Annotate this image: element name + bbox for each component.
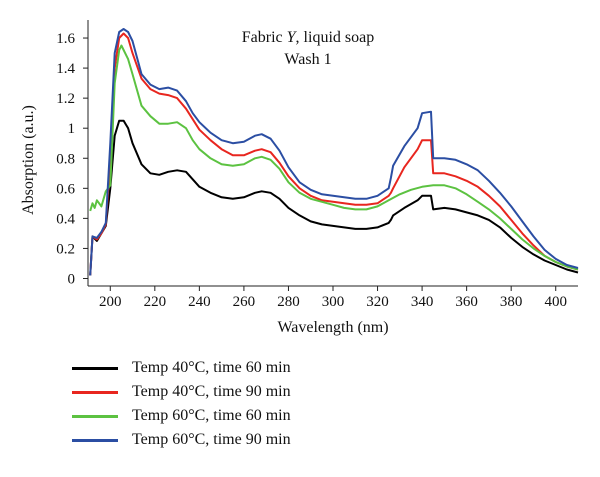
y-tick-label: 1 bbox=[68, 121, 76, 137]
legend-item-4: Temp 60°C, time 90 min bbox=[72, 428, 291, 452]
x-tick-label: 380 bbox=[500, 294, 523, 310]
legend-label: Temp 60°C, time 60 min bbox=[132, 407, 291, 424]
y-tick-label: 1.6 bbox=[56, 31, 75, 47]
legend-label: Temp 40°C, time 60 min bbox=[132, 359, 291, 376]
chart-title-line2: Wash 1 bbox=[284, 51, 331, 68]
legend-item-3: Temp 60°C, time 60 min bbox=[72, 404, 291, 428]
series-layer bbox=[89, 28, 579, 276]
legend-label: Temp 40°C, time 90 min bbox=[132, 383, 291, 400]
series-line-3 bbox=[89, 44, 579, 271]
absorption-chart: 200 220 240 260 280 300 320 340 360 380 400 0 0.2 0.… bbox=[20, 20, 579, 336]
y-ticks: 0 0.2 0.4 0.6 0.8 1 1.2 1.4 1.6 bbox=[56, 31, 88, 287]
legend-swatch bbox=[72, 438, 118, 442]
series-line-2 bbox=[89, 32, 579, 276]
y-tick-label: 1.4 bbox=[56, 61, 75, 77]
x-tick-label: 400 bbox=[544, 294, 567, 310]
y-tick-label: 0.2 bbox=[56, 241, 75, 257]
legend-swatch bbox=[72, 390, 118, 394]
y-tick-label: 1.2 bbox=[56, 91, 75, 107]
y-tick-label: 0.6 bbox=[56, 181, 75, 197]
y-tick-label: 0.4 bbox=[56, 211, 75, 227]
x-tick-label: 360 bbox=[455, 294, 478, 310]
series-line-1 bbox=[89, 119, 579, 276]
x-tick-label: 320 bbox=[366, 294, 389, 310]
series-line-4 bbox=[89, 28, 579, 276]
legend-item-1: Temp 40°C, time 60 min bbox=[72, 356, 291, 380]
x-tick-label: 220 bbox=[144, 294, 167, 310]
y-axis-label: Absorption (a.u.) bbox=[20, 105, 37, 215]
legend: Temp 40°C, time 60 min Temp 40°C, time 90… bbox=[72, 356, 291, 452]
y-tick-label: 0 bbox=[68, 271, 76, 287]
x-tick-label: 280 bbox=[277, 294, 300, 310]
y-tick-label: 0.8 bbox=[56, 151, 75, 167]
legend-swatch bbox=[72, 414, 118, 418]
x-tick-label: 200 bbox=[99, 294, 122, 310]
legend-swatch bbox=[72, 366, 118, 370]
x-tick-label: 300 bbox=[322, 294, 345, 310]
legend-item-2: Temp 40°C, time 90 min bbox=[72, 380, 291, 404]
legend-label: Temp 60°C, time 90 min bbox=[132, 431, 291, 448]
x-ticks: 200 220 240 260 280 300 320 340 360 380 400 bbox=[99, 286, 567, 310]
x-tick-label: 240 bbox=[188, 294, 211, 310]
chart-title-line1: Fabric Y, liquid soap bbox=[242, 29, 374, 46]
x-tick-label: 260 bbox=[233, 294, 256, 310]
x-axis-label: Wavelength (nm) bbox=[277, 319, 388, 336]
x-tick-label: 340 bbox=[411, 294, 434, 310]
